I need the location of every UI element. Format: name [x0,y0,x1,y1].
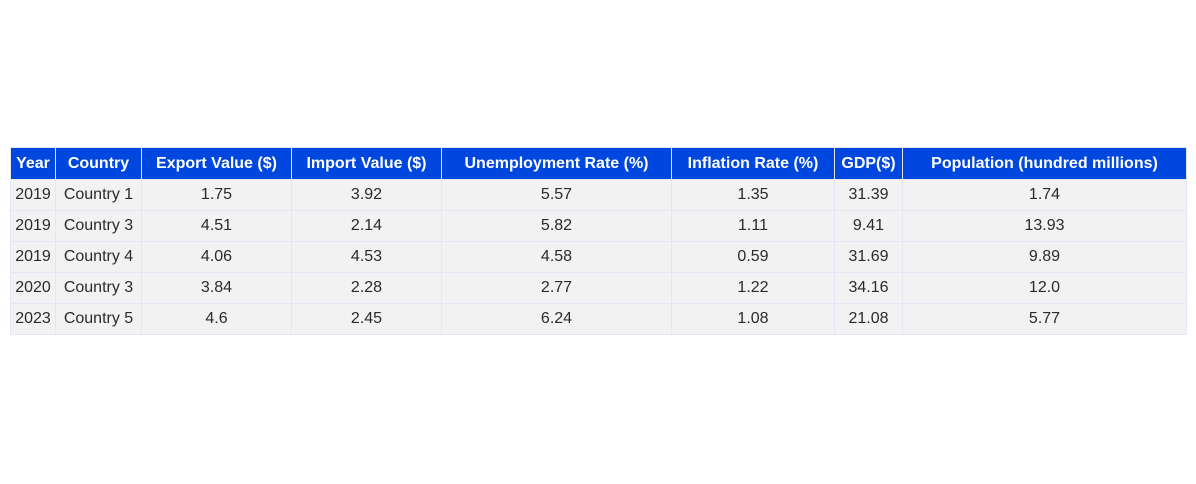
table-row: 2019 Country 3 4.51 2.14 5.82 1.11 9.41 … [10,210,1187,242]
table-row: 2020 Country 3 3.84 2.28 2.77 1.22 34.16… [10,272,1187,304]
table-cell: 1.75 [141,179,292,211]
table-cell: 4.06 [141,241,292,273]
table-row: 2023 Country 5 4.6 2.45 6.24 1.08 21.08 … [10,303,1187,335]
table-cell: 2.45 [291,303,442,335]
table-cell: 4.6 [141,303,292,335]
table-cell: 3.84 [141,272,292,304]
table-cell: 13.93 [902,210,1187,242]
table-cell: Country 5 [55,303,142,335]
table-cell: 1.08 [671,303,835,335]
table-cell: 2019 [10,241,56,273]
table-cell: 2023 [10,303,56,335]
column-header-country: Country [55,147,142,180]
table-cell: 1.35 [671,179,835,211]
column-header-unemployment-rate: Unemployment Rate (%) [441,147,672,180]
table-cell: 4.58 [441,241,672,273]
table-cell: 0.59 [671,241,835,273]
table-cell: 3.92 [291,179,442,211]
table-cell: 1.11 [671,210,835,242]
column-header-export-value: Export Value ($) [141,147,292,180]
table-cell: 2.77 [441,272,672,304]
table-cell: 12.0 [902,272,1187,304]
table-cell: 21.08 [834,303,903,335]
table-cell: 9.89 [902,241,1187,273]
table-cell: 4.53 [291,241,442,273]
table-cell: Country 3 [55,272,142,304]
column-header-gdp: GDP($) [834,147,903,180]
table-cell: 5.82 [441,210,672,242]
table-cell: 2019 [10,210,56,242]
table-cell: 2.28 [291,272,442,304]
table-row: 2019 Country 4 4.06 4.53 4.58 0.59 31.69… [10,241,1187,273]
table-cell: 6.24 [441,303,672,335]
table-cell: 31.69 [834,241,903,273]
column-header-import-value: Import Value ($) [291,147,442,180]
table-cell: 5.77 [902,303,1187,335]
table-header: Year Country Export Value ($) Import Val… [10,147,1187,180]
data-table: Year Country Export Value ($) Import Val… [10,147,1187,335]
table-cell: Country 4 [55,241,142,273]
column-header-year: Year [10,147,56,180]
table-cell: 1.22 [671,272,835,304]
table-cell: 1.74 [902,179,1187,211]
table-cell: 2019 [10,179,56,211]
table-cell: Country 3 [55,210,142,242]
table-cell: 9.41 [834,210,903,242]
table-body: 2019 Country 1 1.75 3.92 5.57 1.35 31.39… [10,179,1187,335]
table-cell: 4.51 [141,210,292,242]
table-cell: 34.16 [834,272,903,304]
table-cell: 2.14 [291,210,442,242]
header-row: Year Country Export Value ($) Import Val… [10,147,1187,180]
table-cell: 2020 [10,272,56,304]
table-cell: 31.39 [834,179,903,211]
table-row: 2019 Country 1 1.75 3.92 5.57 1.35 31.39… [10,179,1187,211]
column-header-population: Population (hundred millions) [902,147,1187,180]
table-cell: 5.57 [441,179,672,211]
table-cell: Country 1 [55,179,142,211]
data-table-container: Year Country Export Value ($) Import Val… [10,147,1187,335]
column-header-inflation-rate: Inflation Rate (%) [671,147,835,180]
